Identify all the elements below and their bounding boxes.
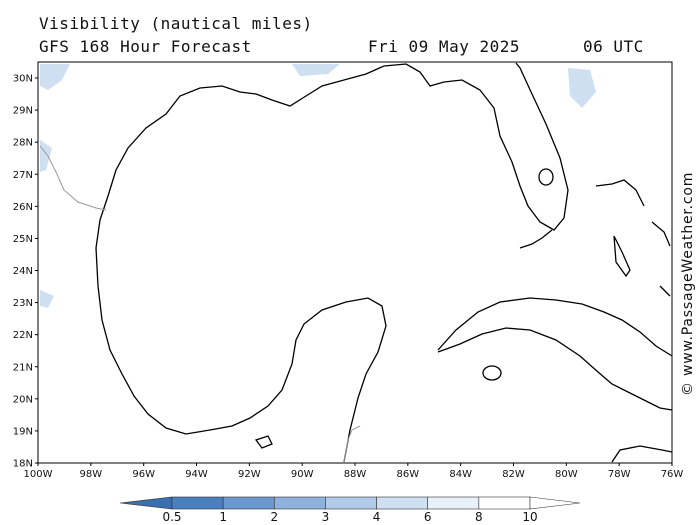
map-title: Visibility (nautical miles) (39, 14, 313, 33)
lat-label: 22N (13, 330, 33, 341)
forecast-date: Fri 09 May 2025 (368, 37, 520, 56)
lat-label: 25N (13, 234, 33, 245)
lon-label: 90W (291, 469, 314, 480)
forecast-subtitle: GFS 168 Hour Forecast (39, 37, 252, 56)
lat-label: 29N (13, 106, 33, 117)
legend-label: 3 (322, 510, 330, 524)
lat-label: 18N (13, 459, 33, 470)
low-visibility-patches (40, 64, 596, 308)
lon-label: 76W (661, 469, 684, 480)
visibility-legend: 0.5 1 2 3 4 6 8 10 (119, 496, 581, 524)
map-frame (37, 61, 673, 464)
legend-swatch (478, 496, 531, 510)
lon-label: 82W (502, 469, 525, 480)
legend-label: 8 (475, 510, 483, 524)
credit-label: © www.PassageWeather.com (680, 172, 696, 396)
legend-swatch (119, 496, 173, 510)
legend-label: 6 (424, 510, 432, 524)
lat-label: 28N (13, 138, 33, 149)
legend-swatch (171, 496, 224, 510)
legend-label: 1 (219, 510, 227, 524)
legend-label: 0.5 (162, 510, 181, 524)
lat-label: 20N (13, 394, 33, 405)
forecast-time: 06 UTC (583, 37, 644, 56)
legend-label: 10 (522, 510, 537, 524)
lon-label: 100W (24, 469, 53, 480)
longitude-axis: 100W 98W 96W 94W 92W 90W 88W 86W 84W 82W 80W 78W 76W (24, 463, 684, 480)
lat-label: 26N (13, 202, 33, 213)
lon-label: 78W (608, 469, 631, 480)
legend-swatch (273, 496, 326, 510)
lon-label: 84W (449, 469, 472, 480)
lon-label: 86W (397, 469, 420, 480)
legend-swatch (222, 496, 275, 510)
credit-text: © www.PassageWeather.com (680, 172, 696, 396)
lon-label: 96W (132, 469, 155, 480)
lon-label: 98W (80, 469, 103, 480)
lon-label: 94W (185, 469, 208, 480)
legend-swatch (325, 496, 377, 510)
lat-label: 21N (13, 362, 33, 373)
legend-swatch (376, 496, 429, 510)
lon-label: 92W (238, 469, 261, 480)
lon-label: 80W (555, 469, 578, 480)
legend-label: 2 (270, 510, 278, 524)
latitude-axis: 30N 29N 28N 27N 26N 25N 24N 23N 22N 21N 20N 19N 18N (13, 74, 38, 470)
lon-label: 88W (344, 469, 367, 480)
lat-label: 19N (13, 426, 33, 437)
legend-swatch (529, 496, 581, 510)
lat-label: 27N (13, 170, 33, 181)
legend-swatch (427, 496, 480, 510)
legend-label: 4 (373, 510, 381, 524)
lat-label: 30N (13, 74, 33, 85)
coastline (95, 62, 673, 463)
country-border (39, 145, 361, 463)
lat-label: 23N (13, 298, 33, 309)
lat-label: 24N (13, 266, 33, 277)
